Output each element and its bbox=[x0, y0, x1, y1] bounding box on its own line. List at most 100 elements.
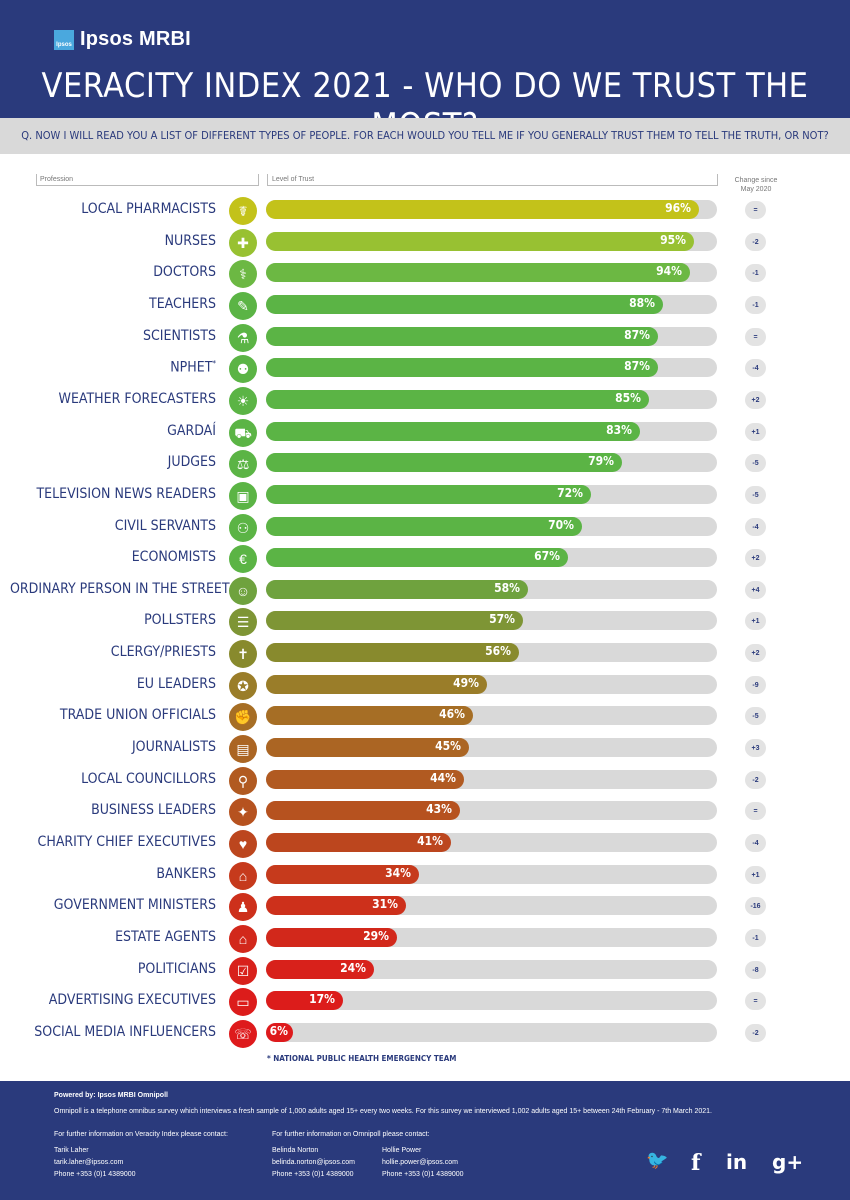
twitter-icon[interactable]: 🐦 bbox=[646, 1150, 669, 1171]
trust-value-label: 17% bbox=[309, 992, 335, 1006]
group-icon: ⚉ bbox=[229, 355, 257, 383]
profession-label-text: DOCTORS bbox=[153, 264, 216, 280]
contact-name: Belinda Norton bbox=[272, 1147, 319, 1154]
change-badge: -1 bbox=[745, 296, 766, 314]
trust-bar-chart: LOCAL PHARMACISTS ☤ 96% = NURSES ✚ 95% -2 DOCTOR… bbox=[0, 197, 850, 1048]
trust-value-label: 44% bbox=[430, 771, 456, 785]
change-badge: = bbox=[745, 201, 766, 219]
profession-label: GOVERNMENT MINISTERS bbox=[10, 897, 216, 913]
profession-label: CIVIL SERVANTS bbox=[10, 518, 216, 534]
profession-label-text: SCIENTISTS bbox=[143, 328, 216, 344]
location-pin-icon: ⚲ bbox=[229, 767, 257, 795]
heart-hands-icon: ♥ bbox=[229, 830, 257, 858]
profession-label: ECONOMISTS bbox=[10, 549, 216, 565]
contact-email[interactable]: belinda.norton@ipsos.com bbox=[272, 1159, 355, 1166]
chart-row: ORDINARY PERSON IN THE STREET ☺ 58% +4 bbox=[0, 577, 850, 605]
trust-bar bbox=[266, 675, 487, 694]
chart-row: WEATHER FORECASTERS ☀ 85% +2 bbox=[0, 387, 850, 415]
ipsos-logo-icon: Ipsos bbox=[54, 29, 74, 50]
trust-bar bbox=[266, 327, 658, 346]
podium-icon: ♟ bbox=[229, 893, 257, 921]
chart-row: BANKERS ⌂ 34% +1 bbox=[0, 862, 850, 890]
facebook-icon[interactable]: f bbox=[691, 1150, 701, 1176]
footer-powered-by: Powered by: Ipsos MRBI Omnipoll bbox=[54, 1092, 168, 1099]
profession-label: EU LEADERS bbox=[10, 676, 216, 692]
profession-label-text: ORDINARY PERSON IN THE STREET bbox=[10, 581, 230, 597]
brand-name: Ipsos MRBI bbox=[80, 28, 191, 50]
profession-label-text: CLERGY/PRIESTS bbox=[110, 644, 216, 660]
trust-bar bbox=[266, 801, 460, 820]
profession-label-text: NPHET bbox=[170, 359, 213, 376]
trust-bar bbox=[266, 580, 528, 599]
contact-email[interactable]: tarik.laher@ipsos.com bbox=[54, 1159, 124, 1166]
profession-label-text: ESTATE AGENTS bbox=[115, 929, 216, 945]
footer-veracity-heading: For further information on Veracity Inde… bbox=[54, 1131, 228, 1138]
trust-bar bbox=[266, 960, 374, 979]
contact-email[interactable]: hollie.power@ipsos.com bbox=[382, 1159, 458, 1166]
trust-bar bbox=[266, 643, 519, 662]
profession-label: ESTATE AGENTS bbox=[10, 929, 216, 945]
pharmacy-icon: ☤ bbox=[229, 197, 257, 225]
trust-value-label: 87% bbox=[624, 328, 650, 342]
trust-bar bbox=[266, 390, 649, 409]
trust-value-label: 49% bbox=[453, 676, 479, 690]
trust-value-label: 41% bbox=[417, 834, 443, 848]
contact-phone: Phone +353 (0)1 4389000 bbox=[54, 1171, 136, 1178]
union-icon: ✊ bbox=[229, 703, 257, 731]
footnote: * NATIONAL PUBLIC HEALTH EMERGENCY TEAM bbox=[267, 1054, 457, 1063]
footer-omnipoll-heading: For further information on Omnipoll plea… bbox=[272, 1131, 430, 1138]
profession-label-text: SOCIAL MEDIA INFLUENCERS bbox=[34, 1024, 216, 1040]
profession-label: NURSES bbox=[10, 233, 216, 249]
footer-description: Omnipoll is a telephone omnibus survey w… bbox=[54, 1108, 712, 1115]
tv-icon: ▣ bbox=[229, 482, 257, 510]
change-badge: -2 bbox=[745, 233, 766, 251]
linkedin-icon[interactable]: in bbox=[726, 1150, 748, 1174]
trust-bar bbox=[266, 738, 469, 757]
change-badge: -1 bbox=[745, 929, 766, 947]
trust-value-label: 31% bbox=[372, 897, 398, 911]
trust-bar bbox=[266, 833, 451, 852]
change-badge: = bbox=[745, 802, 766, 820]
house-icon: ⌂ bbox=[229, 925, 257, 953]
profession-label-text: JOURNALISTS bbox=[131, 739, 216, 755]
cross-icon: ✝ bbox=[229, 640, 257, 668]
profession-label-text: LOCAL COUNCILLORS bbox=[81, 771, 216, 787]
header-rule bbox=[267, 185, 717, 186]
profession-label-text: TEACHERS bbox=[149, 296, 216, 312]
flask-icon: ⚗ bbox=[229, 324, 257, 352]
profession-label: NPHET* bbox=[10, 359, 216, 376]
profession-label-text: WEATHER FORECASTERS bbox=[58, 391, 216, 407]
change-badge: -2 bbox=[745, 1024, 766, 1042]
billboard-icon: ▭ bbox=[229, 988, 257, 1016]
header-rule-tick bbox=[267, 174, 268, 186]
trust-bar bbox=[266, 548, 568, 567]
trust-value-label: 56% bbox=[485, 644, 511, 658]
profession-label: ADVERTISING EXECUTIVES bbox=[10, 992, 216, 1008]
profession-label-text: POLLSTERS bbox=[144, 612, 216, 628]
change-header-line1: Change since bbox=[734, 177, 778, 184]
profession-label: LOCAL PHARMACISTS bbox=[10, 201, 216, 217]
chart-row: JOURNALISTS ▤ 45% +3 bbox=[0, 735, 850, 763]
brand-logo: Ipsos Ipsos MRBI bbox=[54, 28, 191, 51]
weather-icon: ☀ bbox=[229, 387, 257, 415]
chart-row: JUDGES ⚖ 79% -5 bbox=[0, 450, 850, 478]
chart-row: EU LEADERS ✪ 49% -9 bbox=[0, 672, 850, 700]
trust-value-label: 67% bbox=[534, 549, 560, 563]
checklist-icon: ☰ bbox=[229, 608, 257, 636]
trust-value-label: 57% bbox=[489, 612, 515, 626]
profession-label: JUDGES bbox=[10, 454, 216, 470]
trust-bar bbox=[266, 770, 464, 789]
change-badge: -8 bbox=[745, 961, 766, 979]
trust-bar bbox=[266, 232, 694, 251]
google-plus-icon[interactable]: g+ bbox=[772, 1150, 804, 1174]
change-badge: -2 bbox=[745, 771, 766, 789]
chart-row: SCIENTISTS ⚗ 87% = bbox=[0, 324, 850, 352]
profession-label: DOCTORS bbox=[10, 264, 216, 280]
bar-track bbox=[266, 960, 717, 979]
profession-label-text: CIVIL SERVANTS bbox=[114, 518, 216, 534]
contact-name: Hollie Power bbox=[382, 1147, 422, 1154]
question-band: Q. NOW I WILL READ YOU A LIST OF DIFFERE… bbox=[0, 118, 850, 154]
survey-question: Q. NOW I WILL READ YOU A LIST OF DIFFERE… bbox=[21, 129, 829, 142]
profession-label: TELEVISION NEWS READERS bbox=[10, 486, 216, 502]
chart-row: LOCAL COUNCILLORS ⚲ 44% -2 bbox=[0, 767, 850, 795]
